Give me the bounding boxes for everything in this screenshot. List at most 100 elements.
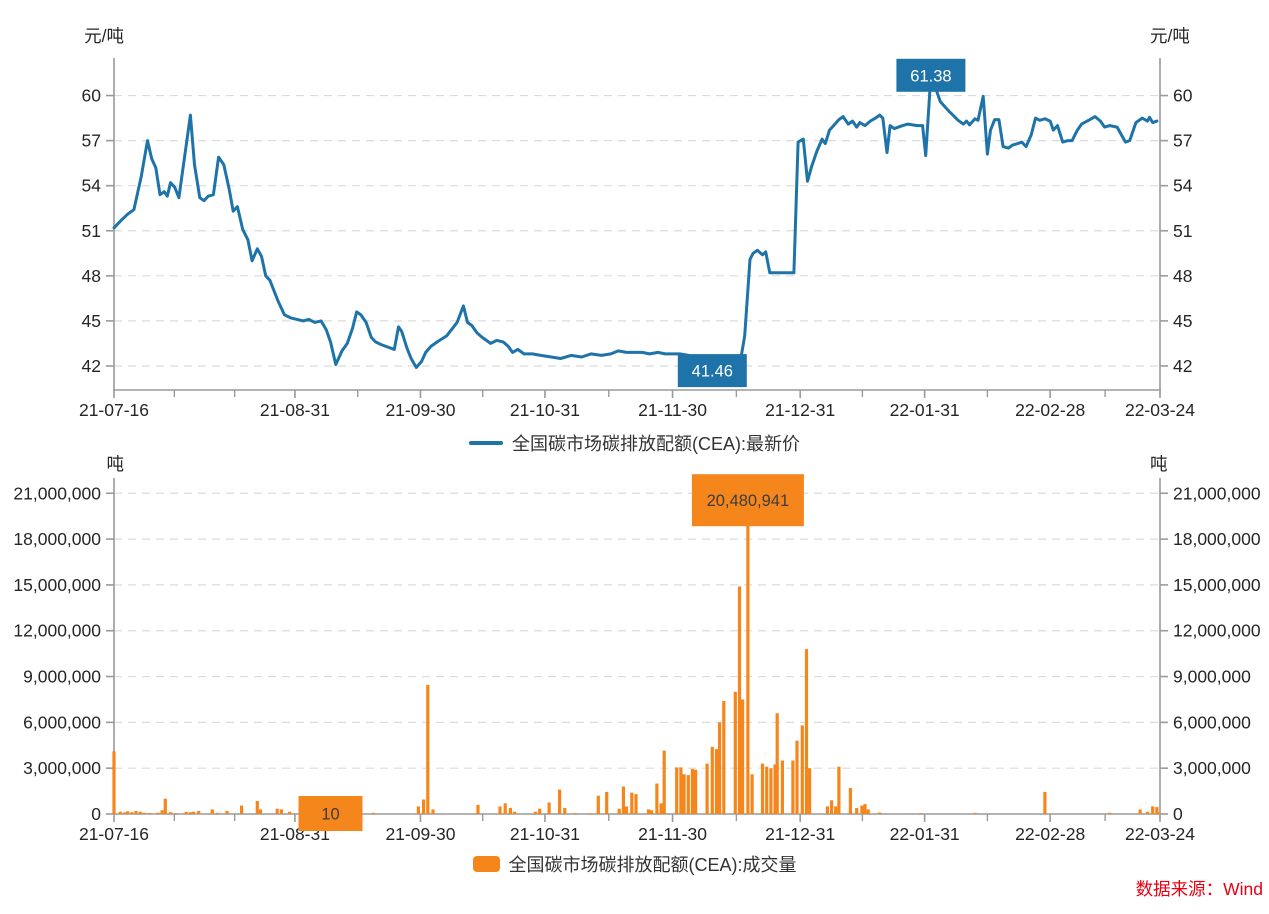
y-tick-label: 57 bbox=[1173, 131, 1192, 151]
x-tick-label: 21-07-16 bbox=[79, 400, 149, 420]
y-tick-label: 12,000,000 bbox=[13, 621, 101, 641]
volume-bar bbox=[431, 809, 435, 814]
volume-bar bbox=[134, 810, 138, 814]
volume-bar bbox=[498, 806, 502, 814]
y-tick-label: 3,000,000 bbox=[1173, 758, 1251, 778]
volume-bar bbox=[662, 750, 666, 814]
y-tick-label: 6,000,000 bbox=[1173, 712, 1251, 732]
volume-bar bbox=[130, 812, 134, 814]
volume-bar bbox=[596, 795, 600, 814]
y-tick-label: 42 bbox=[82, 356, 101, 376]
volume-bar bbox=[216, 812, 220, 814]
volume-bar bbox=[722, 701, 726, 814]
x-tick-label: 22-03-24 bbox=[1125, 400, 1195, 420]
y-tick-label: 45 bbox=[82, 311, 101, 331]
volume-bar bbox=[682, 774, 686, 814]
volume-bar bbox=[694, 769, 698, 814]
x-tick-label: 21-08-31 bbox=[260, 400, 330, 420]
volume-bar bbox=[174, 813, 178, 814]
volume-bar bbox=[160, 810, 164, 814]
volume-bar bbox=[855, 807, 859, 814]
volume-bar bbox=[714, 749, 719, 814]
volume-bar bbox=[659, 803, 663, 814]
x-tick-label: 22-01-31 bbox=[890, 400, 960, 420]
x-tick-label: 21-12-31 bbox=[765, 400, 835, 420]
volume-bar bbox=[126, 811, 130, 814]
volume-bar bbox=[538, 808, 542, 814]
callout-min bbox=[298, 796, 363, 831]
volume-bar bbox=[168, 812, 173, 814]
volume-bar bbox=[191, 811, 196, 814]
volume-bar bbox=[184, 811, 188, 814]
volume-bar bbox=[1145, 811, 1149, 814]
volume-bar bbox=[1151, 806, 1155, 814]
x-tick-label: 21-11-30 bbox=[638, 400, 707, 420]
volume-bar bbox=[918, 813, 923, 814]
volume-bar bbox=[513, 811, 517, 814]
y-axis-unit: 吨 bbox=[1150, 454, 1168, 474]
volume-bar bbox=[775, 713, 779, 814]
y-axis-unit: 元/吨 bbox=[1150, 26, 1190, 46]
volume-bar bbox=[416, 806, 420, 814]
volume-bar bbox=[279, 809, 283, 814]
y-tick-label: 60 bbox=[1173, 86, 1193, 106]
volume-bar bbox=[973, 812, 977, 814]
volume-bar bbox=[624, 806, 629, 814]
volume-bar bbox=[508, 807, 512, 814]
legend-volume-label: 全国碳市场碳排放配额(CEA):成交量 bbox=[508, 855, 797, 875]
y-tick-label: 21,000,000 bbox=[1173, 483, 1261, 503]
volume-bar bbox=[617, 808, 621, 814]
volume-bar bbox=[746, 501, 750, 814]
callout-max-label: 61.38 bbox=[910, 67, 951, 85]
y-tick-label: 48 bbox=[82, 266, 101, 286]
volume-bar bbox=[804, 649, 809, 814]
y-tick-label: 12,000,000 bbox=[1173, 621, 1261, 641]
y-tick-label: 18,000,000 bbox=[13, 529, 101, 549]
volume-bar bbox=[258, 809, 262, 814]
volume-bar bbox=[686, 775, 690, 814]
y-tick-label: 0 bbox=[91, 804, 101, 824]
volume-bar bbox=[825, 806, 829, 814]
y-tick-label: 21,000,000 bbox=[13, 483, 101, 503]
volume-bar bbox=[573, 813, 577, 814]
volume-bar bbox=[866, 809, 870, 814]
volume-bar bbox=[503, 803, 507, 814]
volume-bar bbox=[646, 809, 651, 814]
volume-bar bbox=[830, 800, 834, 814]
y-axis-unit: 元/吨 bbox=[84, 26, 124, 46]
volume-bar bbox=[690, 768, 694, 814]
volume-bar bbox=[476, 804, 480, 814]
y-tick-label: 3,000,000 bbox=[23, 758, 101, 778]
volume-bar bbox=[718, 722, 722, 814]
data-source-note: 数据来源：Wind bbox=[1135, 879, 1263, 899]
y-tick-label: 9,000,000 bbox=[23, 667, 101, 687]
x-tick-label: 21-11-30 bbox=[638, 824, 707, 844]
y-tick-label: 18,000,000 bbox=[1173, 529, 1261, 549]
volume-bar bbox=[860, 805, 864, 814]
volume-bar bbox=[188, 812, 192, 814]
volume-bar bbox=[210, 809, 214, 814]
volume-bar bbox=[118, 811, 122, 814]
volume-bar bbox=[863, 804, 867, 814]
volume-bar bbox=[630, 792, 634, 814]
x-tick-label: 22-01-31 bbox=[890, 824, 960, 844]
volume-bar bbox=[848, 788, 852, 814]
volume-bar bbox=[765, 766, 769, 814]
volume-bar bbox=[225, 810, 229, 814]
volume-bar bbox=[773, 764, 777, 814]
volume-bar bbox=[769, 768, 773, 814]
volume-bar bbox=[197, 810, 201, 814]
y-tick-label: 60 bbox=[82, 86, 102, 106]
price-line-swatch bbox=[469, 441, 503, 445]
volume-bar bbox=[112, 751, 116, 814]
y-tick-label: 9,000,000 bbox=[1173, 667, 1251, 687]
y-axis-unit: 吨 bbox=[107, 454, 125, 474]
volume-bar bbox=[791, 760, 795, 814]
x-tick-label: 22-02-28 bbox=[1015, 400, 1085, 420]
legend-price: 全国碳市场碳排放配额(CEA):最新价 bbox=[0, 430, 1269, 456]
volume-bar bbox=[1155, 807, 1159, 814]
y-tick-label: 45 bbox=[1173, 311, 1192, 331]
y-tick-label: 15,000,000 bbox=[13, 575, 101, 595]
volume-bar bbox=[122, 812, 127, 814]
